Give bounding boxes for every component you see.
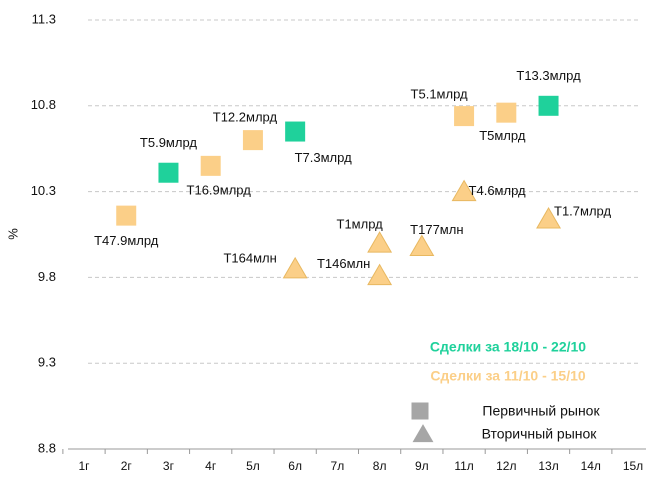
y-tick-label: 9.3 [38,355,56,370]
x-tick-label: 15л [623,459,643,473]
y-axis-label: % [5,228,20,240]
x-tick-label: 1г [78,459,90,473]
x-tick-label: 11л [454,459,473,473]
point [367,231,393,253]
legend-label: Вторичный рынок [482,426,598,442]
y-tick-label: 11.3 [32,11,56,26]
x-tick-label: 5л [246,459,260,473]
point [367,263,393,286]
point-label: T164млн [223,250,276,265]
point [454,106,475,127]
point-label: T12.2млрд [213,110,278,125]
x-tick-label: 3г [163,459,175,473]
x-tick-label: 9л [415,459,429,473]
point [536,207,562,229]
point-label: T16.9млрд [187,182,252,197]
legend-marker [412,424,434,443]
point [496,102,517,123]
point [538,95,559,116]
point [116,205,137,226]
x-tick-label: 7л [331,459,345,473]
x-tick-label: 14л [581,459,601,473]
point-label: T5.9млрд [140,135,197,150]
legend-marker [411,402,429,420]
x-tick-label: 8л [373,459,387,473]
point-label: T1.7млрд [554,203,611,218]
point-label: T1млрд [337,217,384,232]
point [242,130,263,151]
point [285,121,306,142]
x-tick-label: 6л [288,459,302,473]
point [158,162,179,183]
x-tick-label: 2г [121,459,133,473]
point-label: T177млн [410,222,463,237]
x-tick-label: 4г [205,459,217,473]
x-tick-label: 13л [538,459,558,473]
point-label: T5млрд [479,128,526,143]
x-tick-label: 12л [496,459,516,473]
point-label: T5.1млрд [411,87,468,102]
y-tick-label: 8.8 [38,440,56,455]
point-label: T7.3млрд [295,150,352,165]
point [282,256,308,279]
legend-label: Сделки за 18/10 - 22/10 [430,339,586,355]
point [451,179,477,202]
point-label: T47.9млрд [94,233,159,248]
y-tick-label: 10.8 [31,97,56,112]
y-tick-label: 10.3 [31,183,56,198]
y-tick-label: 9.8 [38,269,56,284]
legend-label: Первичный рынок [482,403,600,419]
legend-label: Сделки за 11/10 - 15/10 [430,368,586,384]
point-label: T146млн [317,256,370,271]
point [200,155,221,176]
point [409,234,435,257]
point-label: T13.3млрд [516,68,581,83]
point-label: T4.6млрд [469,183,526,198]
